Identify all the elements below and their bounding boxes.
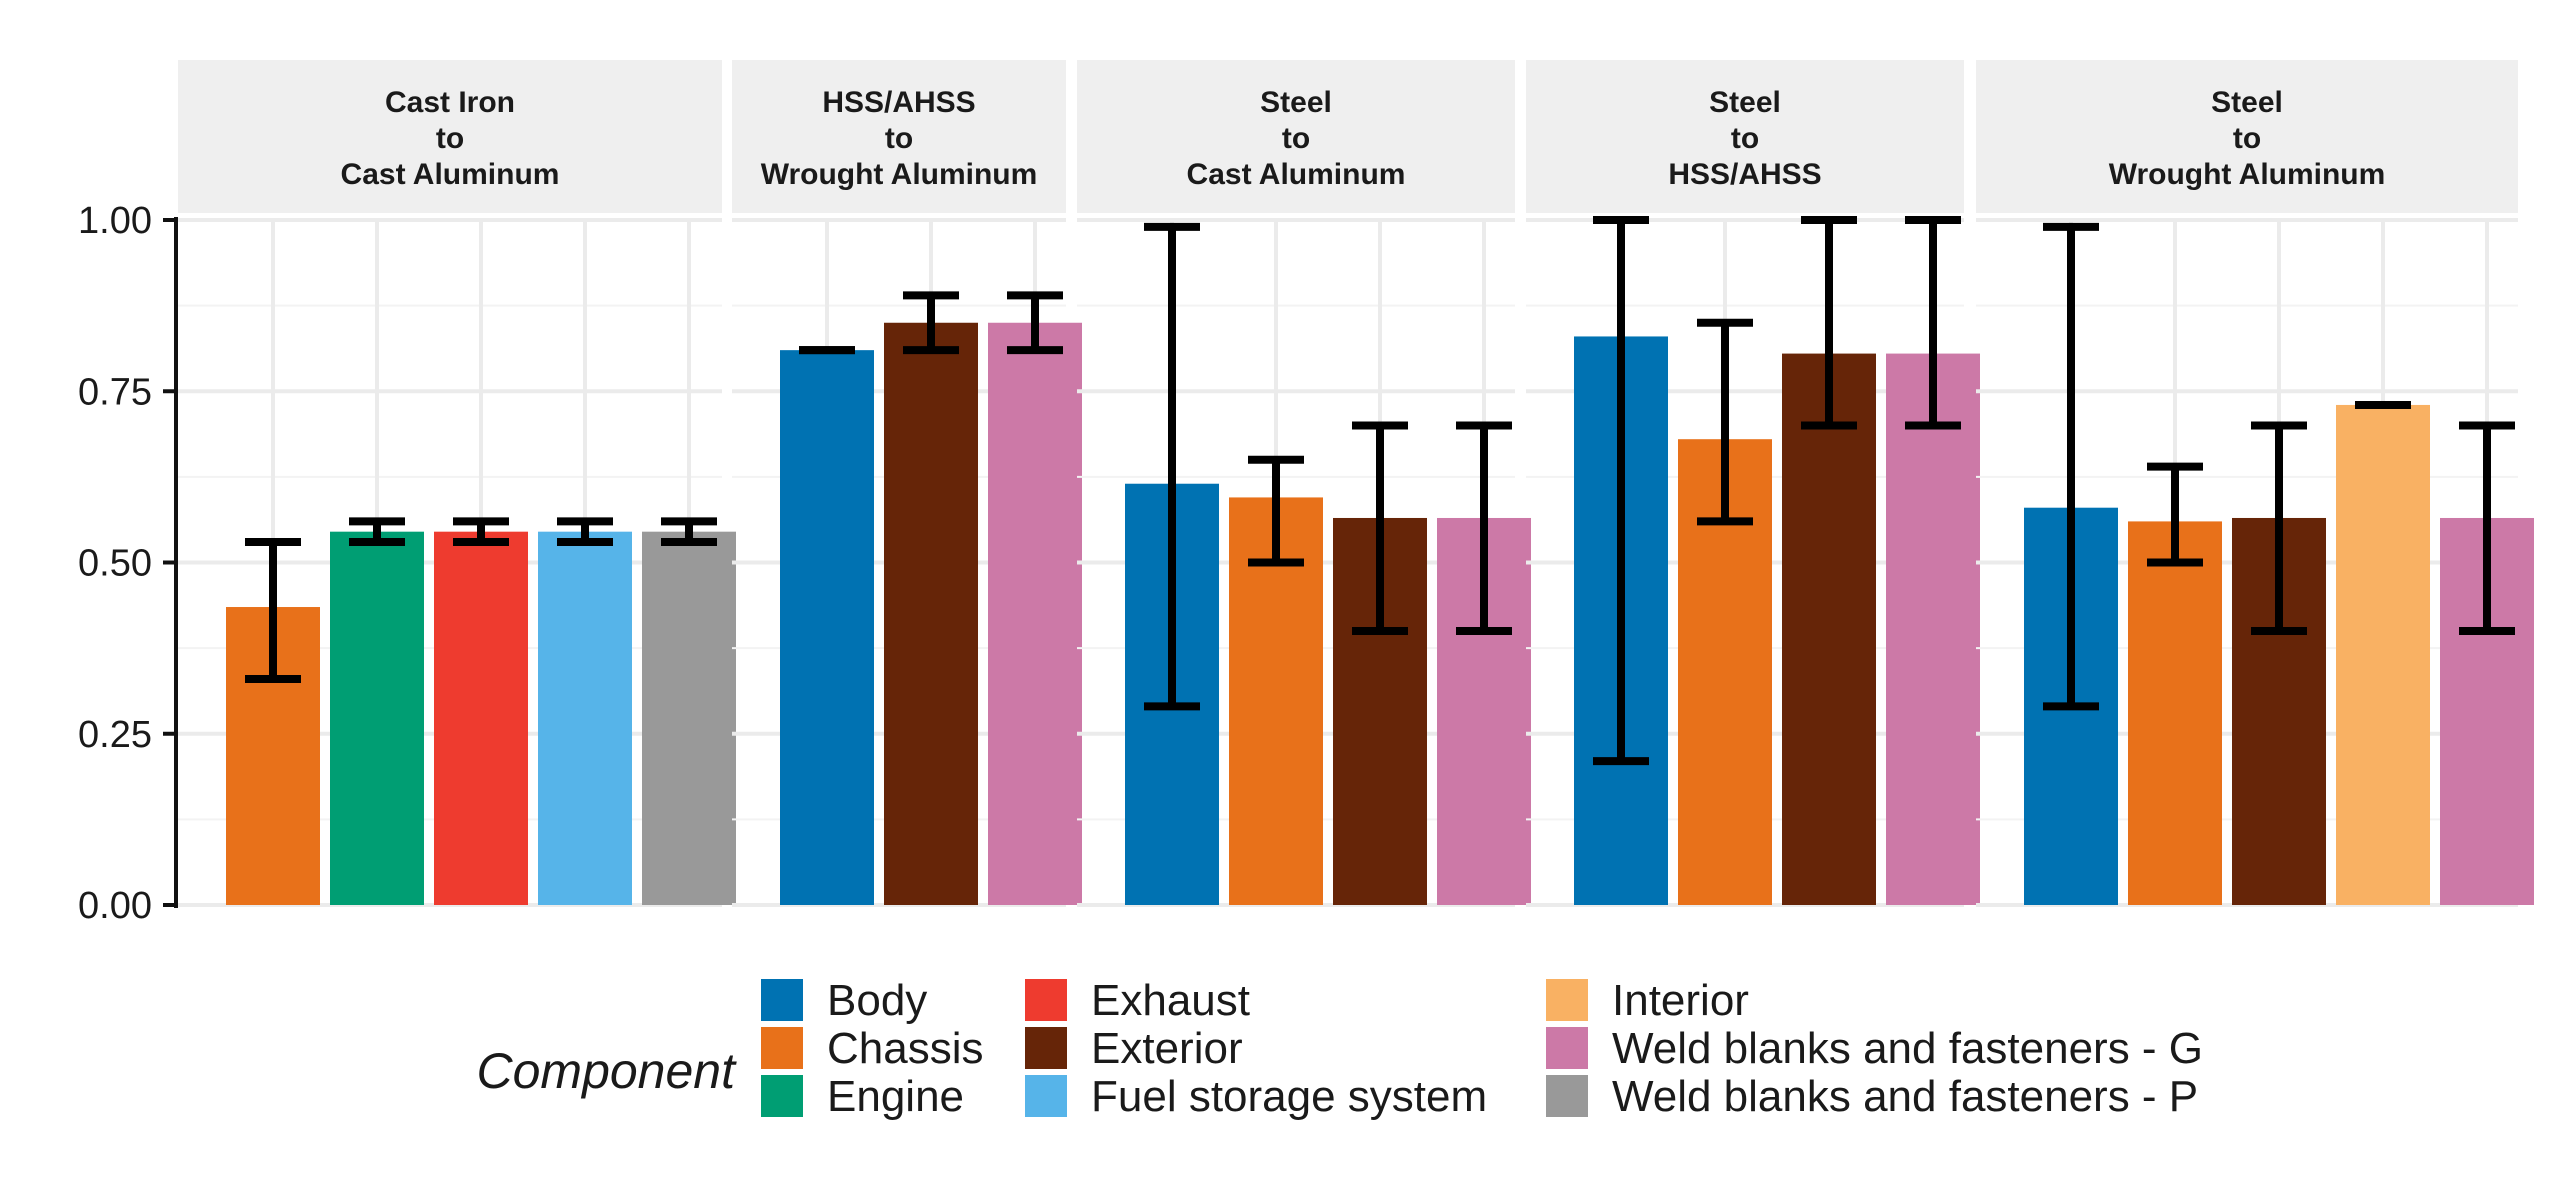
legend-item-body: Body [761,976,927,1025]
y-tick-label: 0.25 [78,714,152,756]
legend-item-fuel-storage-system: Fuel storage system [1025,1072,1487,1121]
facet-strip-label: to [436,122,464,155]
error-bar-weld-blanks-and-fasteners-g [1905,216,1961,430]
facet-strip [1526,60,1964,213]
error-bar-exterior [903,291,959,355]
y-axis: 0.00 0.25 0.50 0.75 1.00 [78,200,178,927]
error-bar-chassis [2147,462,2203,567]
facet-strip-label: to [885,122,913,155]
bar-interior [2336,404,2430,905]
error-bar-chassis [1697,318,1753,526]
facet-strip-label: HSS/AHSS [1668,158,1821,191]
legend-swatch [1546,979,1588,1021]
error-bar-body [1593,216,1649,766]
legend-swatch [1025,1027,1067,1069]
y-tick-label: 0.00 [78,885,152,927]
error-bar-body [1144,222,1200,711]
bar-fuel-storage-system [538,531,632,905]
error-bar-weld-blanks-and-fasteners-g [1007,291,1063,355]
facet-strip-label: Steel [1260,86,1332,119]
facet-strip-label: Wrought Aluminum [2109,158,2386,191]
legend-label: Weld blanks and fasteners - P [1612,1072,2198,1121]
legend-label: Exhaust [1091,976,1250,1025]
facet-strip-label: Steel [1709,86,1781,119]
legend-label: Fuel storage system [1091,1072,1487,1121]
bar-exterior [884,322,978,905]
facet-strip-label: Cast Aluminum [1187,158,1406,191]
legend-swatch [1025,1075,1067,1117]
legend-label: Interior [1612,976,1749,1025]
legend-swatch [1546,1075,1588,1117]
legend-item-engine: Engine [761,1072,964,1121]
legend-item-exterior: Exterior [1025,1024,1243,1073]
y-tick-label: 0.50 [78,543,152,585]
facet-strip-label: HSS/AHSS [822,86,975,119]
error-bar-body [2043,222,2099,711]
error-bar-chassis [1248,455,1304,567]
facet-strip-label: to [1731,122,1759,155]
error-bar-exterior [2251,421,2307,635]
legend-swatch [761,1027,803,1069]
facet-strip-label: to [2233,122,2261,155]
facet-strip-label: Steel [2211,86,2283,119]
facet-strip [178,60,722,213]
y-tick-label: 1.00 [78,200,152,242]
legend-swatch [761,979,803,1021]
bar-weld-blanks-and-fasteners-g [1886,353,1980,905]
error-bar-weld-blanks-and-fasteners-g [2459,421,2515,635]
bar-engine [330,531,424,905]
legend-title: Component [477,1043,738,1099]
legend-item-exhaust: Exhaust [1025,976,1250,1025]
legend-swatch [1025,979,1067,1021]
legend-swatch [761,1075,803,1117]
bar-exterior [1782,353,1876,905]
facet-strip-label: Cast Aluminum [341,158,560,191]
legend-item-weld-blanks-and-fasteners-g: Weld blanks and fasteners - G [1546,1024,2203,1073]
error-bar-chassis [245,537,301,683]
facet-strip-label: Wrought Aluminum [761,158,1038,191]
facet-strip [732,60,1066,213]
error-bar-exterior [1352,421,1408,635]
error-bar-engine [349,517,405,546]
legend-label: Weld blanks and fasteners - G [1612,1024,2203,1073]
legend-item-chassis: Chassis [761,1024,984,1073]
legend-label: Engine [827,1072,964,1121]
bar-exhaust [434,531,528,905]
bar-chassis [2128,521,2222,905]
legend-swatch [1546,1027,1588,1069]
error-bar-fuel-storage-system [557,517,613,546]
error-bar-weld-blanks-and-fasteners-g [1456,421,1512,635]
legend-label: Exterior [1091,1024,1243,1073]
facet-strip-label: Cast Iron [385,86,515,119]
legend-label: Chassis [827,1024,984,1073]
y-tick-label: 0.75 [78,371,152,413]
legend-item-interior: Interior [1546,976,1749,1025]
error-bar-exhaust [453,517,509,546]
legend-label: Body [827,976,927,1025]
error-bar-exterior [1801,216,1857,430]
legend-item-weld-blanks-and-fasteners-p: Weld blanks and fasteners - P [1546,1072,2198,1121]
bar-body [780,350,874,905]
facet-strip-label: to [1282,122,1310,155]
facet-strip [1077,60,1515,213]
facet-strip [1976,60,2518,213]
error-bar-weld-blanks-and-fasteners-p [661,517,717,546]
bar-weld-blanks-and-fasteners-g [988,322,1082,905]
bar-weld-blanks-and-fasteners-p [642,531,736,905]
